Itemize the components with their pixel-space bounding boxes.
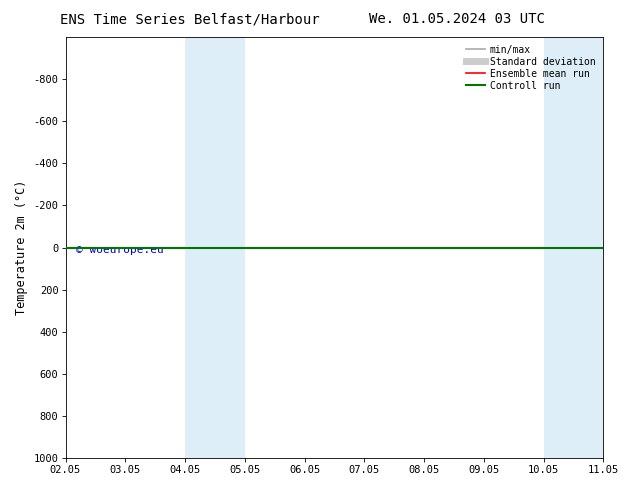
Legend: min/max, Standard deviation, Ensemble mean run, Controll run: min/max, Standard deviation, Ensemble me… [463,42,598,94]
Bar [215,37,245,458]
Bar [543,37,574,458]
Text: ENS Time Series Belfast/Harbour: ENS Time Series Belfast/Harbour [60,12,320,26]
Text: We. 01.05.2024 03 UTC: We. 01.05.2024 03 UTC [368,12,545,26]
Bar [574,37,604,458]
Y-axis label: Temperature 2m (°C): Temperature 2m (°C) [15,180,28,315]
Text: © woeurope.eu: © woeurope.eu [76,245,164,255]
Bar [185,37,215,458]
